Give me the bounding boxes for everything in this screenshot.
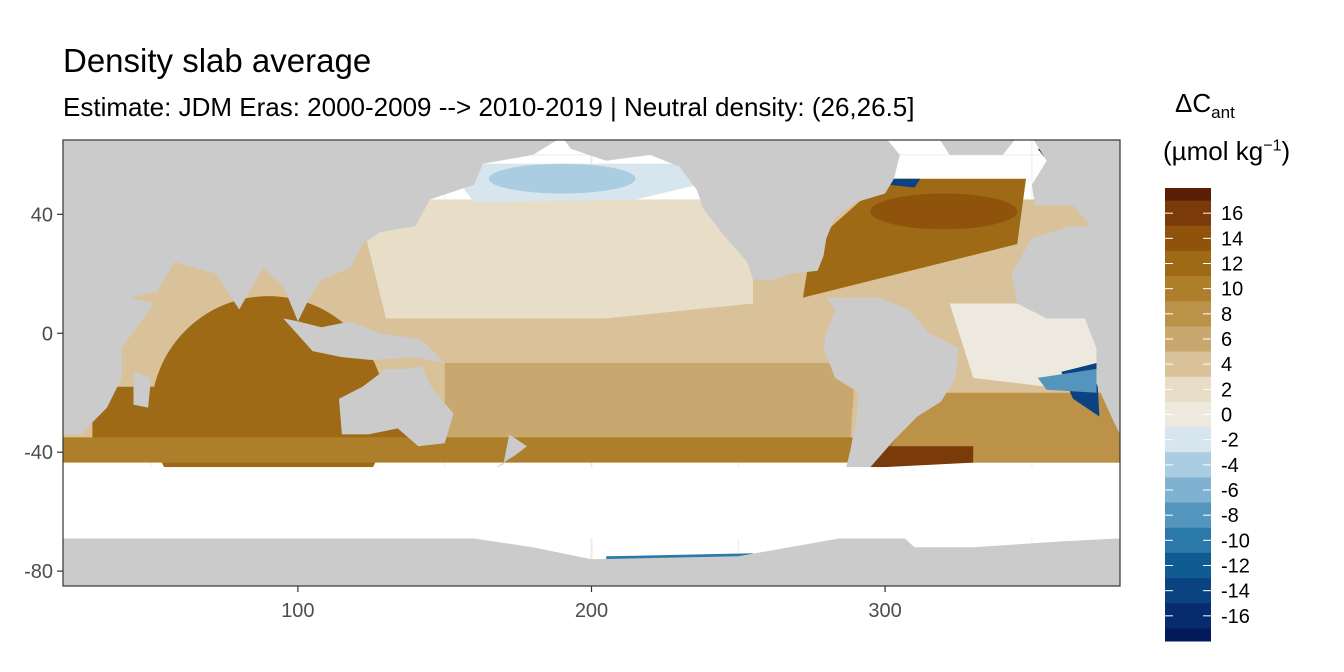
legend-label: -14 — [1221, 581, 1250, 603]
field-south-atlantic-subtropical — [885, 392, 1120, 463]
no-data-band — [63, 467, 1120, 539]
legend-swatch — [1165, 188, 1211, 202]
y-tick-label: -40 — [24, 442, 53, 464]
land-north-america — [564, 140, 900, 280]
land-africa-west — [1011, 226, 1120, 435]
x-tick-label: 300 — [868, 600, 901, 622]
legend-label: 6 — [1221, 329, 1232, 351]
legend-label: -10 — [1221, 530, 1250, 552]
y-tick-label: 40 — [31, 204, 53, 226]
land-south-america — [823, 297, 959, 497]
legend-label: 10 — [1221, 279, 1243, 301]
land-masses — [63, 140, 1120, 586]
legend-title-unit: (µmol kg−1) — [1163, 136, 1291, 166]
field-north-atlantic-core — [870, 193, 1018, 230]
legend-label: 8 — [1221, 304, 1232, 326]
chart-subtitle: Estimate: JDM Eras: 2000-2009 --> 2010-2… — [63, 92, 915, 122]
legend-label: 12 — [1221, 254, 1243, 276]
land-new-zealand — [491, 434, 527, 470]
legend-label: 16 — [1221, 203, 1243, 225]
land-indonesia — [283, 318, 445, 363]
chart-title: Density slab average — [63, 42, 372, 79]
land-madagascar — [133, 371, 152, 408]
legend-label: 14 — [1221, 228, 1243, 250]
field-south-pacific-subtropical — [444, 363, 856, 447]
plot-panel — [63, 140, 1120, 586]
legend-label: -6 — [1221, 480, 1239, 502]
legend-label: -16 — [1221, 606, 1250, 628]
field-brazil-malvinas-confluence — [861, 446, 974, 476]
y-tick-label: 0 — [42, 323, 53, 345]
legend-label: -8 — [1221, 505, 1239, 527]
x-tick-label: 100 — [281, 600, 314, 622]
legend-label: 4 — [1221, 354, 1232, 376]
land-eurasia-africa — [63, 140, 558, 435]
legend-label: 2 — [1221, 379, 1232, 401]
color-legend: 16 14 12 10 8 6 4 2 0 -2 -4 -6 -8 -10 -12 -14 -16 — [1165, 188, 1250, 642]
land-australia — [339, 366, 454, 447]
land-greenland — [939, 140, 1015, 155]
field-labrador — [885, 178, 921, 188]
land-europe — [1031, 140, 1120, 227]
field-benguela-halo — [1037, 368, 1097, 393]
legend-swatch — [1165, 628, 1211, 642]
x-tick-label: 200 — [575, 600, 608, 622]
y-tick-label: -80 — [24, 561, 53, 583]
field-north-pacific-subpolar-core — [488, 163, 636, 194]
field-north-pacific — [356, 199, 753, 319]
legend-label: -2 — [1221, 430, 1239, 452]
legend-label: -12 — [1221, 556, 1250, 578]
legend-title-symbol: ΔCant — [1175, 88, 1235, 123]
legend-label: 0 — [1221, 405, 1232, 427]
field-tropical-atlantic — [949, 303, 1097, 393]
legend-label: -4 — [1221, 455, 1239, 477]
